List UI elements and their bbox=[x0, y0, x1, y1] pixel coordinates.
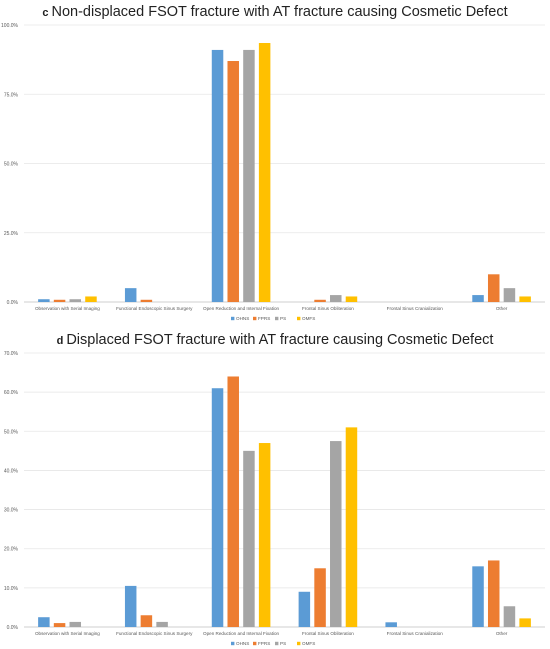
bar-omfs-3 bbox=[345, 427, 358, 627]
bar-ohns-4 bbox=[385, 622, 397, 627]
legend-label-ohns: OHNS bbox=[236, 641, 249, 646]
bar-ohns-0 bbox=[38, 617, 50, 627]
x-category-label: Observation with Serial Imaging bbox=[35, 631, 100, 636]
y-tick-label: 75.0% bbox=[4, 92, 19, 98]
bar-ps-3 bbox=[330, 441, 342, 627]
y-tick-label: 25.0% bbox=[4, 231, 19, 237]
bar-ohns-2 bbox=[211, 49, 224, 303]
chart-panel-d: d Displaced FSOT fracture with AT fractur… bbox=[0, 327, 550, 649]
chart-title-text-d: Displaced FSOT fracture with AT fracture… bbox=[66, 332, 494, 348]
bar-ps-1 bbox=[156, 621, 168, 627]
bar-ps-5 bbox=[503, 606, 516, 627]
legend-swatch-omfs bbox=[297, 316, 301, 321]
bar-fprs-2 bbox=[227, 61, 239, 303]
panel-letter-c: c bbox=[42, 7, 49, 19]
legend-swatch-fprs bbox=[253, 641, 257, 646]
x-category-label: Frontal Sinus Cranialization bbox=[387, 306, 444, 311]
bar-fprs-3 bbox=[314, 299, 326, 302]
legend-label-ohns: OHNS bbox=[236, 316, 249, 321]
legend-label-omfs: OMFS bbox=[302, 641, 315, 646]
bar-omfs-2 bbox=[258, 43, 271, 302]
y-tick-label: 60.0% bbox=[4, 390, 19, 396]
bar-ps-2 bbox=[243, 49, 255, 303]
bar-chart-c: 0.0% 25.0% 50.0% 75.0% 100.0% Observation wit… bbox=[1, 23, 545, 321]
chart-panel-c: c Non-displaced FSOT fracture with AT fra… bbox=[0, 4, 550, 321]
chart-title-d: d Displaced FSOT fracture with AT fractur… bbox=[0, 332, 550, 348]
chart-title-text-c: Non-displaced FSOT fracture with AT frac… bbox=[51, 4, 508, 20]
bar-ohns-2 bbox=[211, 388, 224, 627]
x-category-label: Open Reduction and Internal Fixation bbox=[203, 306, 280, 311]
bar-ohns-1 bbox=[124, 288, 137, 302]
bar-ohns-3 bbox=[298, 591, 311, 627]
y-tick-label: 10.0% bbox=[4, 586, 19, 592]
x-category-label: Other bbox=[496, 306, 508, 311]
y-tick-label: 0.0% bbox=[7, 625, 19, 631]
bar-fprs-2 bbox=[227, 376, 239, 627]
bar-omfs-3 bbox=[345, 296, 358, 302]
legend-swatch-fprs bbox=[253, 316, 257, 321]
x-category-label: Frontal Sinus Obliteration bbox=[302, 306, 354, 311]
bar-fprs-1 bbox=[140, 615, 153, 627]
y-tick-label: 50.0% bbox=[4, 429, 19, 435]
legend-swatch-ps bbox=[275, 641, 279, 646]
y-tick-label: 30.0% bbox=[4, 508, 19, 514]
chart-title-c: c Non-displaced FSOT fracture with AT fra… bbox=[0, 4, 550, 20]
bar-fprs-5 bbox=[487, 274, 500, 302]
x-category-label: Observation with Serial Imaging bbox=[35, 306, 100, 311]
bar-ps-5 bbox=[503, 288, 516, 302]
y-tick-label: 40.0% bbox=[4, 468, 19, 474]
bar-fprs-3 bbox=[314, 568, 326, 627]
bar-omfs-2 bbox=[258, 443, 271, 627]
bar-chart-d: 0.0% 10.0% 20.0% 30.0% 40.0% 50.0% 60.0% 70.0% O… bbox=[4, 351, 545, 646]
x-category-label: Open Reduction and Internal Fixation bbox=[203, 631, 280, 636]
y-tick-label: 20.0% bbox=[4, 547, 19, 553]
legend-swatch-ohns bbox=[231, 316, 235, 321]
legend-label-ps: PS bbox=[280, 316, 286, 321]
x-category-label: Frontal Sinus Cranialization bbox=[387, 631, 444, 636]
bar-omfs-0 bbox=[85, 296, 97, 302]
legend-swatch-ohns bbox=[231, 641, 235, 646]
bar-omfs-5 bbox=[519, 296, 531, 302]
bar-omfs-5 bbox=[519, 618, 531, 627]
x-category-label: Functional Endoscopic Sinus Surgery bbox=[116, 306, 193, 311]
bar-ohns-5 bbox=[472, 566, 484, 627]
bar-fprs-0 bbox=[53, 623, 66, 627]
bar-ps-3 bbox=[330, 295, 342, 302]
legend-swatch-omfs bbox=[297, 641, 301, 646]
bar-ps-0 bbox=[69, 621, 82, 627]
y-tick-label: 50.0% bbox=[4, 162, 19, 168]
legend-label-fprs: FPRS bbox=[258, 316, 270, 321]
legend-swatch-ps bbox=[275, 316, 279, 321]
x-category-label: Functional Endoscopic Sinus Surgery bbox=[116, 631, 193, 636]
bar-ohns-0 bbox=[38, 299, 50, 302]
y-tick-label: 0.0% bbox=[7, 300, 19, 306]
bar-ohns-1 bbox=[124, 585, 137, 627]
bar-ps-2 bbox=[243, 450, 255, 627]
bar-ohns-5 bbox=[472, 295, 484, 302]
y-tick-label: 70.0% bbox=[4, 351, 19, 357]
legend-label-ps: PS bbox=[280, 641, 286, 646]
x-category-label: Other bbox=[496, 631, 508, 636]
bar-fprs-5 bbox=[487, 560, 500, 627]
bar-fprs-0 bbox=[53, 299, 66, 302]
legend-label-omfs: OMFS bbox=[302, 316, 315, 321]
y-tick-label: 100.0% bbox=[1, 23, 19, 29]
panel-letter-d: d bbox=[56, 335, 64, 347]
bar-ps-0 bbox=[69, 299, 82, 302]
legend-label-fprs: FPRS bbox=[258, 641, 270, 646]
x-category-label: Frontal Sinus Obliteration bbox=[302, 631, 354, 636]
bar-fprs-1 bbox=[140, 299, 153, 302]
